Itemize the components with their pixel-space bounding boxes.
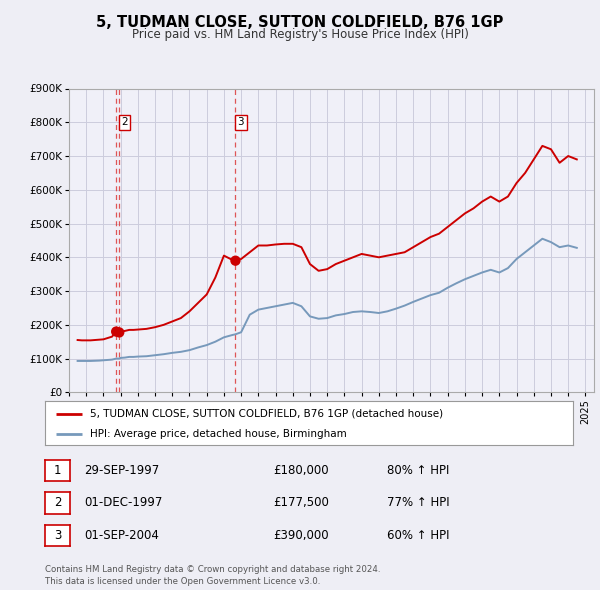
Text: 29-SEP-1997: 29-SEP-1997 (84, 464, 159, 477)
Text: 3: 3 (54, 529, 61, 542)
Text: Contains HM Land Registry data © Crown copyright and database right 2024.
This d: Contains HM Land Registry data © Crown c… (45, 565, 380, 586)
Text: HPI: Average price, detached house, Birmingham: HPI: Average price, detached house, Birm… (90, 430, 347, 440)
Point (230, 256, 240, 266)
Text: 77% ↑ HPI: 77% ↑ HPI (387, 496, 449, 510)
Point (112, 327, 121, 336)
Text: 5, TUDMAN CLOSE, SUTTON COLDFIELD, B76 1GP (detached house): 5, TUDMAN CLOSE, SUTTON COLDFIELD, B76 1… (90, 409, 443, 418)
Text: 3: 3 (238, 117, 244, 127)
Text: 5, TUDMAN CLOSE, SUTTON COLDFIELD, B76 1GP: 5, TUDMAN CLOSE, SUTTON COLDFIELD, B76 1… (97, 15, 503, 30)
Text: 60% ↑ HPI: 60% ↑ HPI (387, 529, 449, 542)
Point (115, 327, 124, 337)
Text: 80% ↑ HPI: 80% ↑ HPI (387, 464, 449, 477)
Text: 01-DEC-1997: 01-DEC-1997 (84, 496, 163, 510)
Text: 2: 2 (54, 496, 61, 510)
Text: 01-SEP-2004: 01-SEP-2004 (84, 529, 159, 542)
Text: £177,500: £177,500 (273, 496, 329, 510)
Text: 2: 2 (121, 117, 128, 127)
Text: Price paid vs. HM Land Registry's House Price Index (HPI): Price paid vs. HM Land Registry's House … (131, 28, 469, 41)
Text: £390,000: £390,000 (273, 529, 329, 542)
Text: £180,000: £180,000 (273, 464, 329, 477)
Text: 1: 1 (54, 464, 61, 477)
